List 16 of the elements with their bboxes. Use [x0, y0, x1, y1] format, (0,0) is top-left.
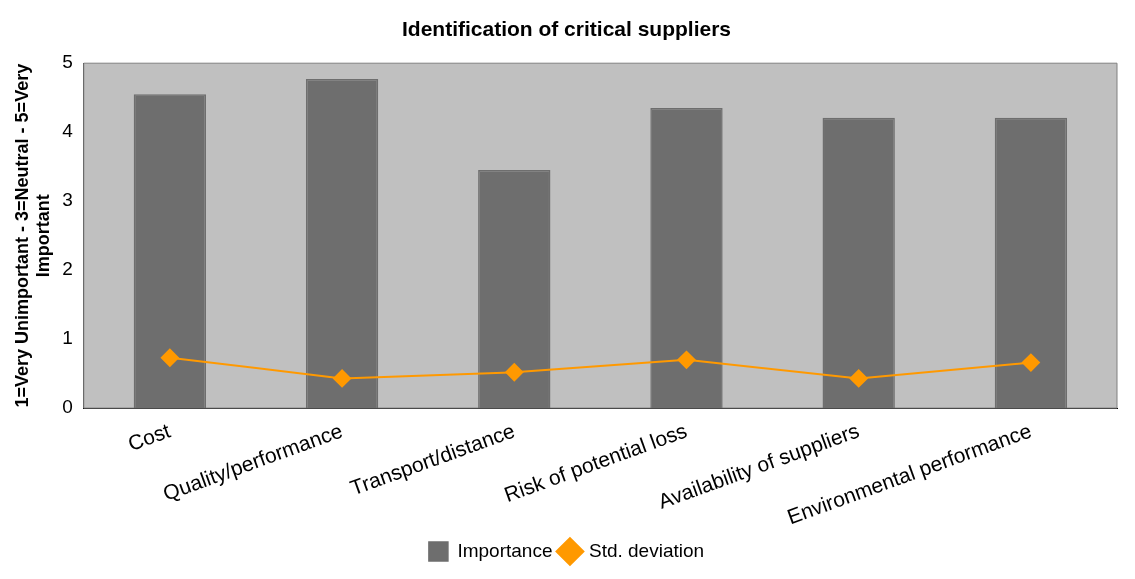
y-tick-label: 2 — [62, 258, 73, 280]
point — [1021, 353, 1040, 372]
y-tick-label: 0 — [62, 396, 73, 418]
point — [160, 348, 179, 367]
legend-label: Std. deviation — [588, 539, 705, 561]
y-tick-label: 5 — [62, 51, 73, 73]
y-axis-title: 1=Very Unimportant - 3=Neutral - 5=Very Important — [11, 63, 54, 408]
point — [849, 369, 868, 388]
y-tick-label: 4 — [62, 120, 74, 142]
chart-title: Identification of critical suppliers — [401, 17, 732, 41]
point — [505, 363, 524, 382]
y-tick-label: 3 — [62, 189, 73, 211]
point — [333, 369, 352, 388]
point — [677, 350, 696, 369]
y-tick-label: 1 — [62, 327, 73, 349]
legend-label: Importance — [457, 539, 553, 561]
